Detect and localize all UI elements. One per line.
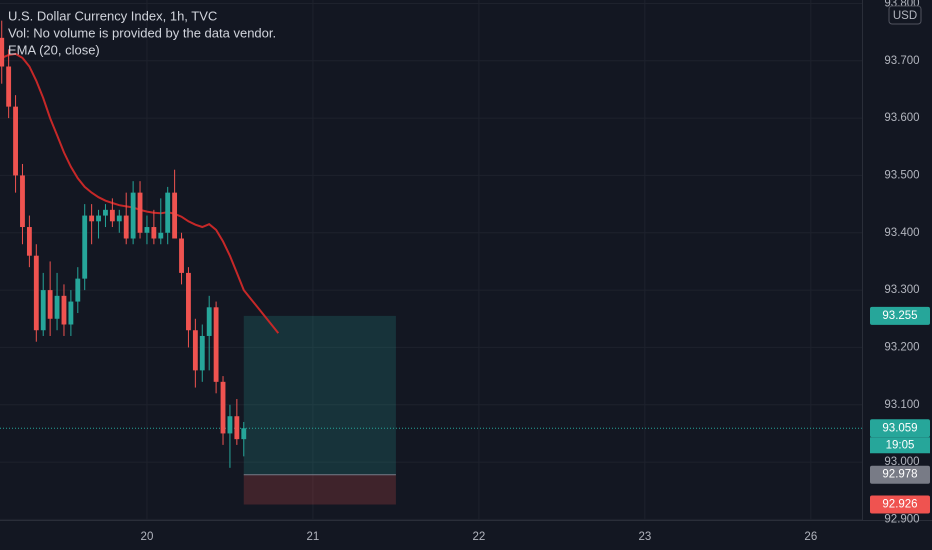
axes: 92.900 93.000 93.100 93.200 93.300 93.400 93.5… xyxy=(141,0,930,543)
candle-body xyxy=(165,192,171,233)
price-label-box xyxy=(870,495,930,514)
price-label: 92.978 xyxy=(882,469,917,481)
candle-body xyxy=(116,215,122,222)
plot xyxy=(0,0,862,520)
candle-body xyxy=(241,428,247,440)
candle-body xyxy=(172,192,178,239)
candle-body xyxy=(179,238,184,273)
candle-body xyxy=(137,192,143,233)
y-tick-label: 93.400 xyxy=(884,227,919,239)
candle-body xyxy=(130,192,136,239)
candle-body xyxy=(186,272,191,331)
y-tick-label: 93.800 xyxy=(884,0,919,9)
candle-body xyxy=(13,106,18,176)
y-tick-label: 93.500 xyxy=(884,169,919,181)
candle-body xyxy=(144,227,150,233)
price-label-box xyxy=(870,419,930,438)
stop-zone xyxy=(243,474,396,505)
countdown: 19:05 xyxy=(886,439,915,451)
price-label: 93.059 xyxy=(882,422,917,434)
candle-body xyxy=(151,227,157,239)
candle-body xyxy=(68,301,74,325)
candle-body xyxy=(158,232,164,239)
x-tick-label: 22 xyxy=(472,531,485,543)
candle-body xyxy=(227,416,233,434)
candle-body xyxy=(75,278,81,302)
candle-body xyxy=(96,215,101,222)
candle-body xyxy=(192,330,198,371)
x-tick-label: 26 xyxy=(804,531,817,543)
candle-body xyxy=(54,295,60,319)
candle-body xyxy=(82,215,88,279)
candle-body xyxy=(0,37,5,67)
candle-body xyxy=(26,227,32,256)
candle-body xyxy=(234,416,240,440)
candle-body xyxy=(220,381,226,434)
candle-body xyxy=(20,175,25,228)
y-tick-label: 93.700 xyxy=(884,55,919,67)
candle-body xyxy=(123,215,129,239)
y-tick-label: 93.200 xyxy=(884,341,919,353)
x-tick-label: 20 xyxy=(141,531,154,543)
candle-body xyxy=(61,295,67,325)
price-label: 93.255 xyxy=(882,310,917,322)
candle-body xyxy=(40,290,46,331)
currency-box[interactable] xyxy=(888,5,922,25)
countdown-box xyxy=(870,437,930,454)
y-tick-label: 93.000 xyxy=(884,456,919,468)
y-tick-label: 93.300 xyxy=(884,284,919,296)
candle-body xyxy=(89,215,95,222)
x-tick-label: 23 xyxy=(638,531,651,543)
price-label-box xyxy=(870,465,930,484)
candle-body xyxy=(47,290,53,319)
y-tick-label: 93.600 xyxy=(884,112,919,124)
candle-body xyxy=(103,209,108,216)
annotation: EMA (20, close) xyxy=(8,42,100,57)
chart-title: U.S. Dollar Currency Index, 1h, TVC xyxy=(8,8,217,23)
currency[interactable]: USD xyxy=(893,10,917,22)
profit-zone xyxy=(243,315,396,475)
candle-body xyxy=(109,209,115,222)
price-label-box xyxy=(870,306,930,325)
price-label: 92.926 xyxy=(882,499,917,511)
candle-body xyxy=(6,66,12,107)
y-tick-label: 92.900 xyxy=(884,513,919,525)
x-tick-label: 21 xyxy=(307,531,320,543)
candle-body xyxy=(33,255,39,331)
candle-body xyxy=(206,307,212,336)
annotation: Vol: No volume is provided by the data v… xyxy=(8,25,276,40)
candle-body xyxy=(199,335,205,371)
y-tick-label: 93.100 xyxy=(884,399,919,411)
candle-body xyxy=(213,307,219,382)
